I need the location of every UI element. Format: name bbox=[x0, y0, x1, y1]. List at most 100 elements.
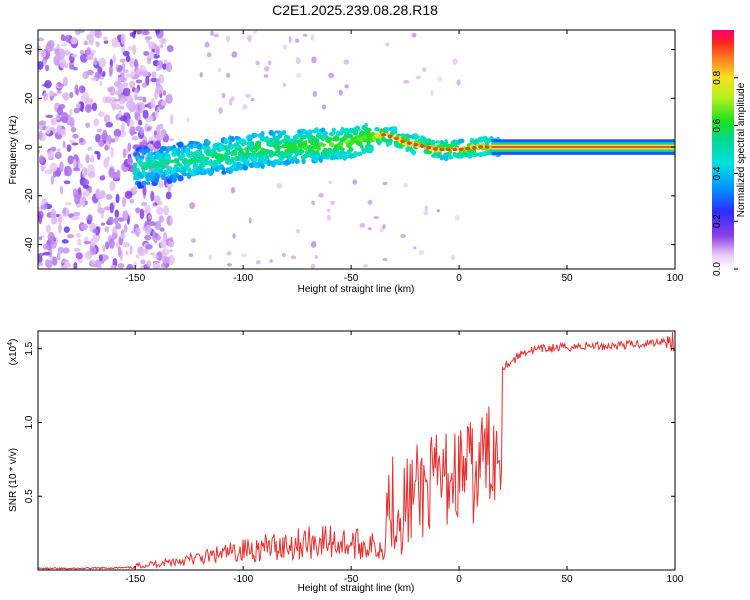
colorbar-tick-label: 0.4 bbox=[712, 166, 723, 180]
noise-blob bbox=[127, 157, 134, 166]
noise-blob bbox=[188, 253, 194, 257]
noise-blob bbox=[158, 215, 165, 223]
noise-blob bbox=[139, 208, 145, 220]
noise-blob bbox=[338, 89, 343, 96]
noise-blob bbox=[87, 171, 96, 179]
spectrogram-frame bbox=[37, 29, 676, 270]
noise-blob bbox=[118, 110, 122, 118]
noise-blob bbox=[85, 154, 90, 164]
signal-blob bbox=[298, 149, 305, 155]
noise-blob bbox=[86, 34, 91, 41]
noise-blob bbox=[129, 80, 136, 89]
noise-blob bbox=[51, 218, 55, 225]
signal-peak bbox=[484, 145, 490, 149]
noise-blob bbox=[104, 226, 110, 233]
signal-blob bbox=[318, 131, 324, 135]
noise-blob bbox=[159, 44, 164, 48]
noise-blob bbox=[411, 32, 417, 38]
x-tick-label: 50 bbox=[561, 273, 573, 284]
signal-blob bbox=[331, 127, 336, 133]
snr-x-label: Height of straight line (km) bbox=[298, 583, 415, 594]
noise-blob bbox=[74, 193, 81, 205]
noise-blob bbox=[208, 254, 213, 261]
noise-blob bbox=[134, 87, 140, 94]
x-tick-label: 50 bbox=[561, 574, 573, 585]
noise-blob bbox=[58, 215, 62, 223]
noise-blob bbox=[90, 155, 95, 162]
noise-blob bbox=[105, 241, 110, 250]
signal-peak bbox=[393, 136, 399, 141]
noise-blob bbox=[129, 57, 135, 68]
noise-blob bbox=[154, 110, 159, 119]
noise-blob bbox=[114, 98, 121, 102]
noise-blob bbox=[148, 51, 155, 60]
x-tick-label: -50 bbox=[344, 574, 359, 585]
noise-blob bbox=[418, 249, 425, 255]
signal-blob bbox=[340, 147, 345, 151]
noise-blob bbox=[57, 83, 65, 88]
noise-blob bbox=[321, 104, 327, 110]
noise-blob bbox=[312, 90, 317, 98]
noise-blob bbox=[155, 234, 161, 241]
noise-blob bbox=[60, 43, 68, 47]
noise-blob bbox=[59, 161, 64, 173]
signal-blob bbox=[146, 147, 151, 153]
noise-blob bbox=[125, 250, 129, 256]
y-tick-label: -40 bbox=[24, 237, 35, 252]
noise-blob bbox=[102, 70, 106, 77]
noise-blob bbox=[326, 214, 331, 221]
noise-blob bbox=[65, 202, 72, 206]
noise-blob bbox=[127, 142, 132, 152]
signal-blob bbox=[355, 125, 361, 132]
signal-blob bbox=[322, 130, 328, 135]
noise-blob bbox=[105, 122, 114, 128]
noise-blob bbox=[45, 259, 53, 269]
noise-blob bbox=[140, 265, 144, 269]
noise-blob bbox=[109, 65, 113, 76]
x-tick-label: 0 bbox=[456, 273, 462, 284]
noise-blob bbox=[44, 80, 52, 89]
noise-blob bbox=[67, 155, 74, 165]
noise-blob bbox=[155, 30, 160, 35]
noise-blob bbox=[123, 223, 128, 233]
noise-blob bbox=[150, 190, 155, 202]
signal-blob bbox=[367, 147, 374, 152]
signal-blob bbox=[134, 155, 141, 160]
noise-blob bbox=[147, 214, 152, 220]
noise-blob bbox=[156, 200, 163, 206]
noise-blob bbox=[382, 181, 388, 186]
noise-blob bbox=[129, 245, 133, 256]
noise-blob bbox=[135, 79, 143, 84]
noise-blob bbox=[140, 30, 147, 35]
noise-blob bbox=[84, 104, 92, 113]
noise-blob bbox=[119, 233, 126, 239]
signal-blob bbox=[320, 127, 326, 133]
noise-blob bbox=[124, 190, 133, 199]
signal-blob bbox=[313, 138, 320, 145]
signal-blob bbox=[221, 167, 226, 172]
signal-blob bbox=[139, 172, 145, 179]
noise-blob bbox=[96, 128, 103, 133]
noise-blob bbox=[126, 263, 134, 269]
signal-peak bbox=[380, 133, 386, 137]
noise-blob bbox=[104, 96, 112, 104]
noise-blob bbox=[49, 162, 58, 173]
noise-blob bbox=[314, 254, 318, 260]
signal-blob bbox=[225, 150, 231, 156]
y-tick-label: -20 bbox=[24, 188, 35, 203]
noise-blob bbox=[382, 258, 388, 262]
signal-blob bbox=[245, 158, 250, 164]
noise-blob bbox=[54, 151, 62, 160]
noise-blob bbox=[89, 238, 96, 249]
snr-frame bbox=[37, 330, 676, 571]
noise-blob bbox=[199, 72, 203, 78]
noise-blob bbox=[204, 41, 210, 48]
signal-blob bbox=[406, 134, 413, 139]
noise-blob bbox=[63, 226, 70, 233]
noise-blob bbox=[98, 57, 107, 68]
signal-blob bbox=[439, 155, 444, 161]
noise-blob bbox=[41, 166, 45, 172]
noise-blob bbox=[121, 62, 126, 72]
signal-blob bbox=[236, 161, 242, 168]
noise-blob bbox=[143, 50, 150, 57]
